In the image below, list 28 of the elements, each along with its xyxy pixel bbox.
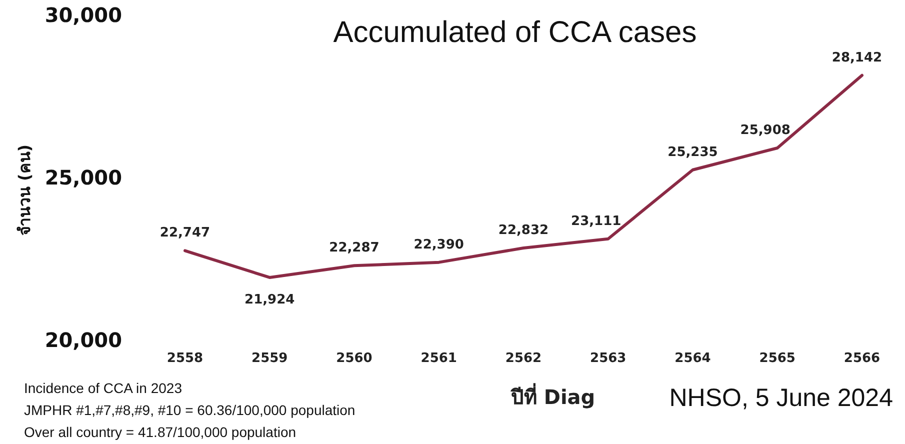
x-axis-title: ปีที่ Diag xyxy=(510,382,596,409)
text: Over all country = 41.87/100,000 population xyxy=(24,424,296,440)
x-tick-label: 2558 xyxy=(166,351,204,366)
text: NHSO, 5 June 2024 xyxy=(669,384,894,412)
x-tick-label: 2559 xyxy=(252,351,288,366)
text: JMPHR #1,#7,#8,#9, #10 = 60.36/100,000 population xyxy=(24,402,356,418)
text: Incidence of CCA in 2023 xyxy=(24,380,182,396)
x-tick-label: 2566 xyxy=(844,351,880,366)
x-tick-label: 2562 xyxy=(505,351,542,366)
data-label: 23,111 xyxy=(571,214,622,229)
y-tick-label: 30,000 xyxy=(44,3,122,27)
data-label: 22,287 xyxy=(329,240,380,256)
data-label: 22,832 xyxy=(498,222,549,238)
x-tick-label: 2561 xyxy=(420,351,457,366)
y-tick-label: 25,000 xyxy=(44,166,122,190)
x-tick-label: 2563 xyxy=(590,351,626,366)
chart-title: Accumulated of CCA cases xyxy=(333,16,697,49)
y-tick-label: 20,000 xyxy=(44,328,122,352)
data-label: 22,747 xyxy=(160,226,210,241)
x-tick-label: 2560 xyxy=(336,351,372,366)
y-axis-title: จำนวน (คน) xyxy=(15,144,34,236)
data-label: 25,908 xyxy=(740,122,790,138)
data-label: 28,142 xyxy=(832,50,882,66)
x-tick-label: 2565 xyxy=(759,351,796,366)
data-label: 25,235 xyxy=(668,144,718,160)
data-label: 22,390 xyxy=(414,237,464,252)
x-tick-label: 2564 xyxy=(674,351,711,366)
data-label: 21,924 xyxy=(244,292,295,308)
